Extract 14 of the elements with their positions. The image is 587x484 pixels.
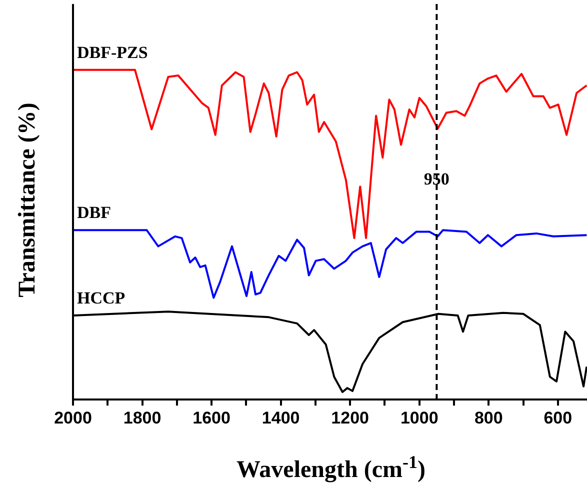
x-tick-label: 1400 xyxy=(262,408,300,428)
x-tick-label: 800 xyxy=(474,408,503,428)
x-tick-label: 1000 xyxy=(400,408,438,428)
x-tick-label: 1800 xyxy=(123,408,162,428)
x-tick-label: 1200 xyxy=(331,408,370,428)
x-tick-label: 600 xyxy=(544,408,572,428)
series-label: DBF-PZS xyxy=(77,42,148,62)
x-axis-title: Wavelength (cm$^{-1}$) xyxy=(236,452,426,484)
x-tick-label: 2000 xyxy=(54,408,92,428)
x-tick-label: 1600 xyxy=(192,408,230,428)
annotation: 950 xyxy=(424,169,450,188)
series-label: HCCP xyxy=(77,288,126,308)
series-label: DBF xyxy=(77,203,111,222)
y-axis-title: Transmittance (%) xyxy=(14,102,42,298)
